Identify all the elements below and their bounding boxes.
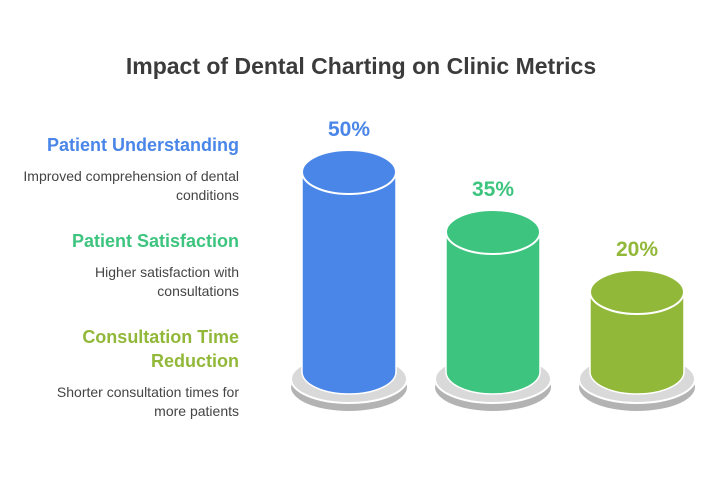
legend-title: Patient Understanding	[46, 135, 239, 155]
value-label-consultation-time-reduction: 20%	[616, 238, 658, 261]
legend-description: Higher satisfaction with consultations	[95, 264, 239, 299]
legend-description: Improved comprehension of dental conditi…	[23, 168, 239, 203]
legend-item-patient-understanding: Patient Understanding Improved comprehen…	[20, 133, 239, 205]
value-label-patient-understanding: 50%	[328, 118, 370, 141]
legend-title: Consultation Time Reduction	[82, 327, 239, 371]
legend-description: Shorter consultation times for more pati…	[56, 384, 239, 419]
legend-title: Patient Satisfaction	[71, 231, 239, 251]
bar-top-patient-satisfaction	[445, 209, 541, 255]
bar-consultation-time-reduction	[589, 291, 685, 395]
bar-patient-understanding	[301, 171, 397, 395]
bar-top-consultation-time-reduction	[589, 269, 685, 315]
value-label-patient-satisfaction: 35%	[472, 178, 514, 201]
bar-patient-satisfaction	[445, 231, 541, 395]
bar-top-patient-understanding	[301, 149, 397, 195]
legend-item-patient-satisfaction: Patient Satisfaction Higher satisfaction…	[20, 229, 239, 301]
chart-title: Impact of Dental Charting on Clinic Metr…	[125, 53, 597, 79]
legend-item-consultation-time-reduction: Consultation Time Reduction Shorter cons…	[20, 325, 239, 421]
